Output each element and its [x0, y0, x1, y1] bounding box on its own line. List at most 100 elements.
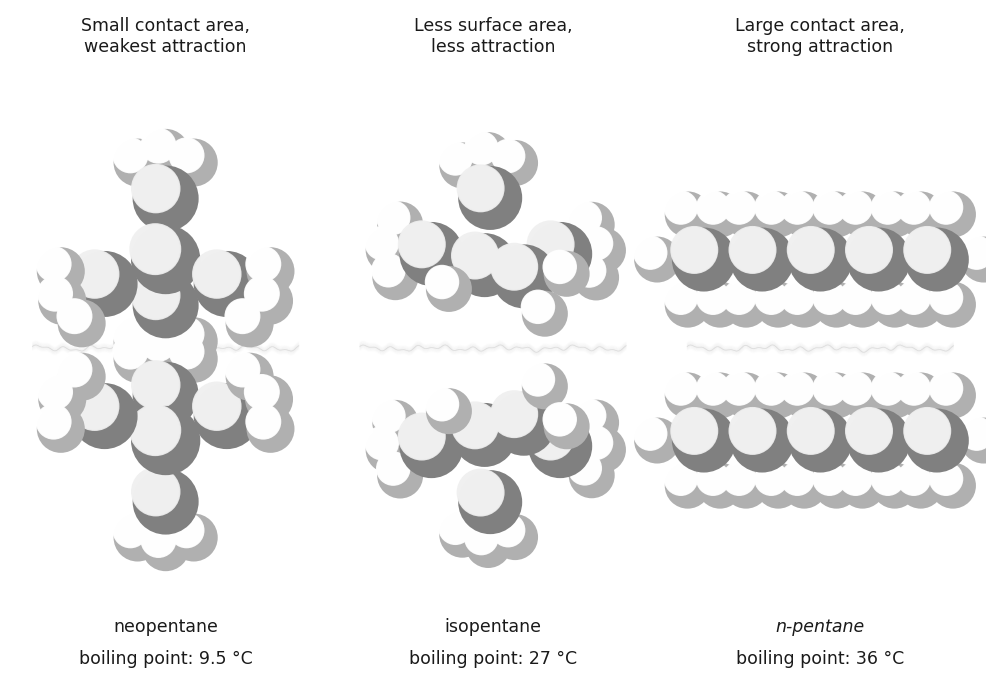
Circle shape: [464, 172, 497, 204]
Circle shape: [759, 466, 784, 491]
Circle shape: [257, 416, 269, 428]
Circle shape: [733, 411, 772, 450]
Circle shape: [766, 292, 777, 303]
Circle shape: [573, 456, 597, 480]
Circle shape: [385, 266, 392, 275]
Circle shape: [880, 380, 896, 397]
Circle shape: [847, 408, 911, 473]
Circle shape: [144, 480, 168, 503]
Circle shape: [731, 408, 775, 453]
Circle shape: [494, 393, 534, 434]
Circle shape: [254, 413, 272, 431]
Circle shape: [176, 519, 198, 542]
Circle shape: [791, 230, 830, 269]
Circle shape: [40, 408, 67, 435]
Circle shape: [781, 462, 827, 509]
Circle shape: [745, 243, 759, 257]
Circle shape: [909, 413, 945, 449]
Circle shape: [900, 194, 927, 221]
Circle shape: [131, 164, 180, 213]
Circle shape: [727, 466, 751, 491]
Circle shape: [234, 307, 251, 324]
Circle shape: [874, 193, 902, 221]
Circle shape: [793, 203, 803, 212]
Circle shape: [145, 526, 173, 554]
Circle shape: [177, 522, 195, 539]
Circle shape: [255, 414, 271, 430]
Circle shape: [232, 359, 253, 380]
Circle shape: [464, 521, 499, 555]
Circle shape: [366, 227, 397, 259]
Circle shape: [672, 289, 690, 307]
Circle shape: [730, 227, 794, 292]
Circle shape: [819, 469, 840, 489]
Circle shape: [131, 270, 180, 320]
Circle shape: [877, 287, 898, 309]
Circle shape: [669, 285, 693, 310]
Circle shape: [148, 377, 164, 393]
Circle shape: [526, 295, 550, 319]
Circle shape: [142, 175, 170, 202]
Circle shape: [814, 464, 845, 494]
Circle shape: [733, 292, 745, 304]
Circle shape: [545, 253, 574, 281]
Circle shape: [144, 177, 168, 200]
Circle shape: [115, 336, 146, 367]
Circle shape: [545, 252, 575, 281]
Circle shape: [875, 465, 901, 492]
Circle shape: [783, 193, 812, 222]
Circle shape: [465, 416, 484, 435]
Circle shape: [77, 257, 112, 292]
Circle shape: [142, 236, 169, 262]
Circle shape: [112, 512, 148, 548]
Circle shape: [825, 204, 834, 212]
Circle shape: [135, 275, 176, 316]
Circle shape: [468, 419, 482, 432]
Circle shape: [731, 199, 748, 217]
Circle shape: [674, 292, 687, 304]
Circle shape: [700, 195, 726, 220]
Circle shape: [898, 373, 930, 404]
Circle shape: [113, 138, 148, 173]
Circle shape: [733, 291, 746, 305]
Circle shape: [194, 383, 240, 429]
Circle shape: [438, 511, 472, 545]
Circle shape: [529, 298, 546, 315]
Circle shape: [815, 464, 844, 492]
Circle shape: [543, 251, 576, 283]
Circle shape: [821, 290, 838, 306]
Circle shape: [555, 415, 564, 423]
Circle shape: [907, 292, 920, 304]
Circle shape: [572, 398, 606, 433]
Circle shape: [791, 472, 805, 486]
Circle shape: [122, 343, 139, 360]
Circle shape: [124, 328, 137, 341]
Circle shape: [384, 411, 393, 421]
Circle shape: [876, 285, 900, 310]
Circle shape: [499, 520, 518, 540]
Circle shape: [411, 234, 432, 255]
Circle shape: [824, 383, 835, 394]
Circle shape: [723, 192, 755, 223]
Circle shape: [454, 234, 496, 277]
Circle shape: [851, 474, 861, 484]
Circle shape: [501, 401, 528, 428]
Circle shape: [740, 419, 765, 443]
Circle shape: [667, 193, 695, 222]
Circle shape: [548, 408, 571, 431]
Circle shape: [696, 281, 730, 314]
Circle shape: [677, 414, 711, 448]
Circle shape: [143, 525, 174, 555]
Circle shape: [874, 283, 902, 312]
Circle shape: [573, 206, 597, 230]
Circle shape: [909, 204, 918, 212]
Circle shape: [896, 372, 931, 406]
Circle shape: [665, 281, 711, 328]
Circle shape: [847, 227, 911, 292]
Circle shape: [568, 201, 602, 235]
Circle shape: [543, 251, 590, 297]
Circle shape: [930, 282, 962, 313]
Circle shape: [964, 421, 986, 446]
Circle shape: [638, 240, 663, 265]
Circle shape: [147, 529, 170, 551]
